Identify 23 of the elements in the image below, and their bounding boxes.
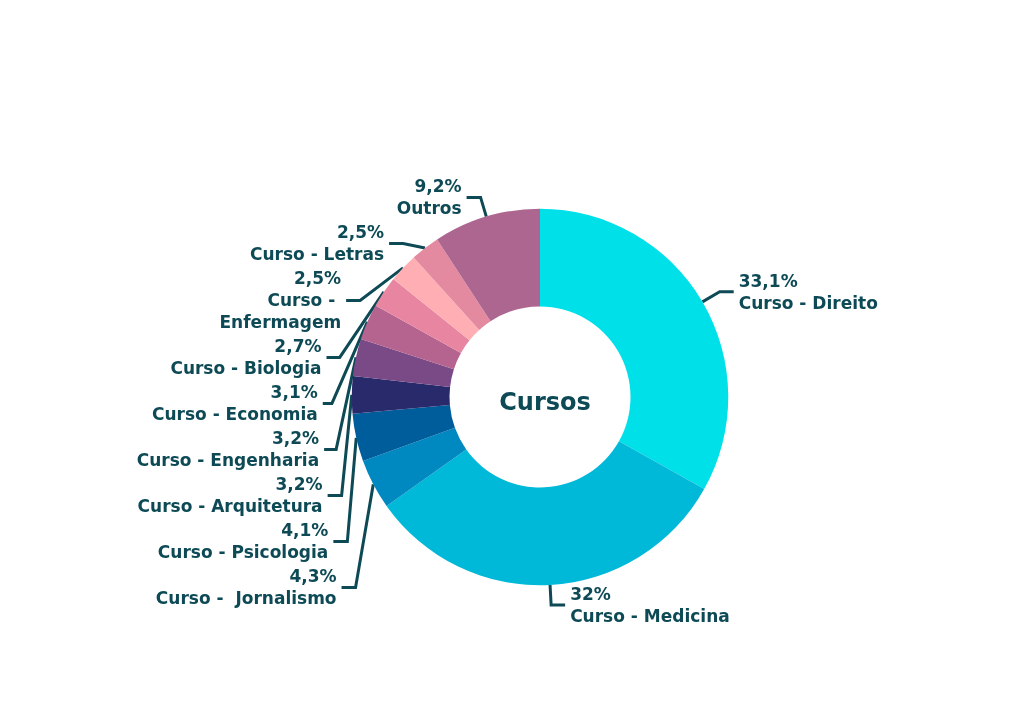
slice-label: Curso - Economia — [151, 404, 318, 425]
slice-label: Curso - Psicologia — [157, 542, 329, 563]
data-label: 33,1% — [738, 270, 798, 291]
data-label: 3,2% — [271, 428, 320, 449]
slice-label: Outros — [396, 198, 462, 219]
slice-label: Curso - Jornalismo — [155, 588, 337, 609]
slice-label: Curso - Engenharia — [136, 450, 320, 471]
slice-label: Curso - Biologia — [170, 358, 322, 379]
data-label: 32% — [570, 583, 611, 604]
slice-label: Curso - Enfermagem — [219, 290, 342, 333]
data-label: 4,3% — [289, 566, 337, 587]
data-label: 2,7% — [274, 336, 322, 357]
data-label: 3,1% — [270, 382, 318, 403]
slice-label: Curso - Medicina — [570, 605, 730, 626]
slice-label: Curso - Letras — [249, 244, 385, 265]
text: Cursos — [499, 388, 591, 416]
slice-label: Curso - Direito — [738, 292, 878, 313]
data-label: 9,2% — [414, 176, 462, 197]
data-label: 4,1% — [281, 520, 329, 541]
data-label: 2,5% — [336, 222, 385, 243]
slice-label: Curso - Arquitetura — [137, 496, 323, 517]
data-label: 2,5% — [293, 268, 342, 289]
data-label: 3,2% — [275, 474, 323, 495]
